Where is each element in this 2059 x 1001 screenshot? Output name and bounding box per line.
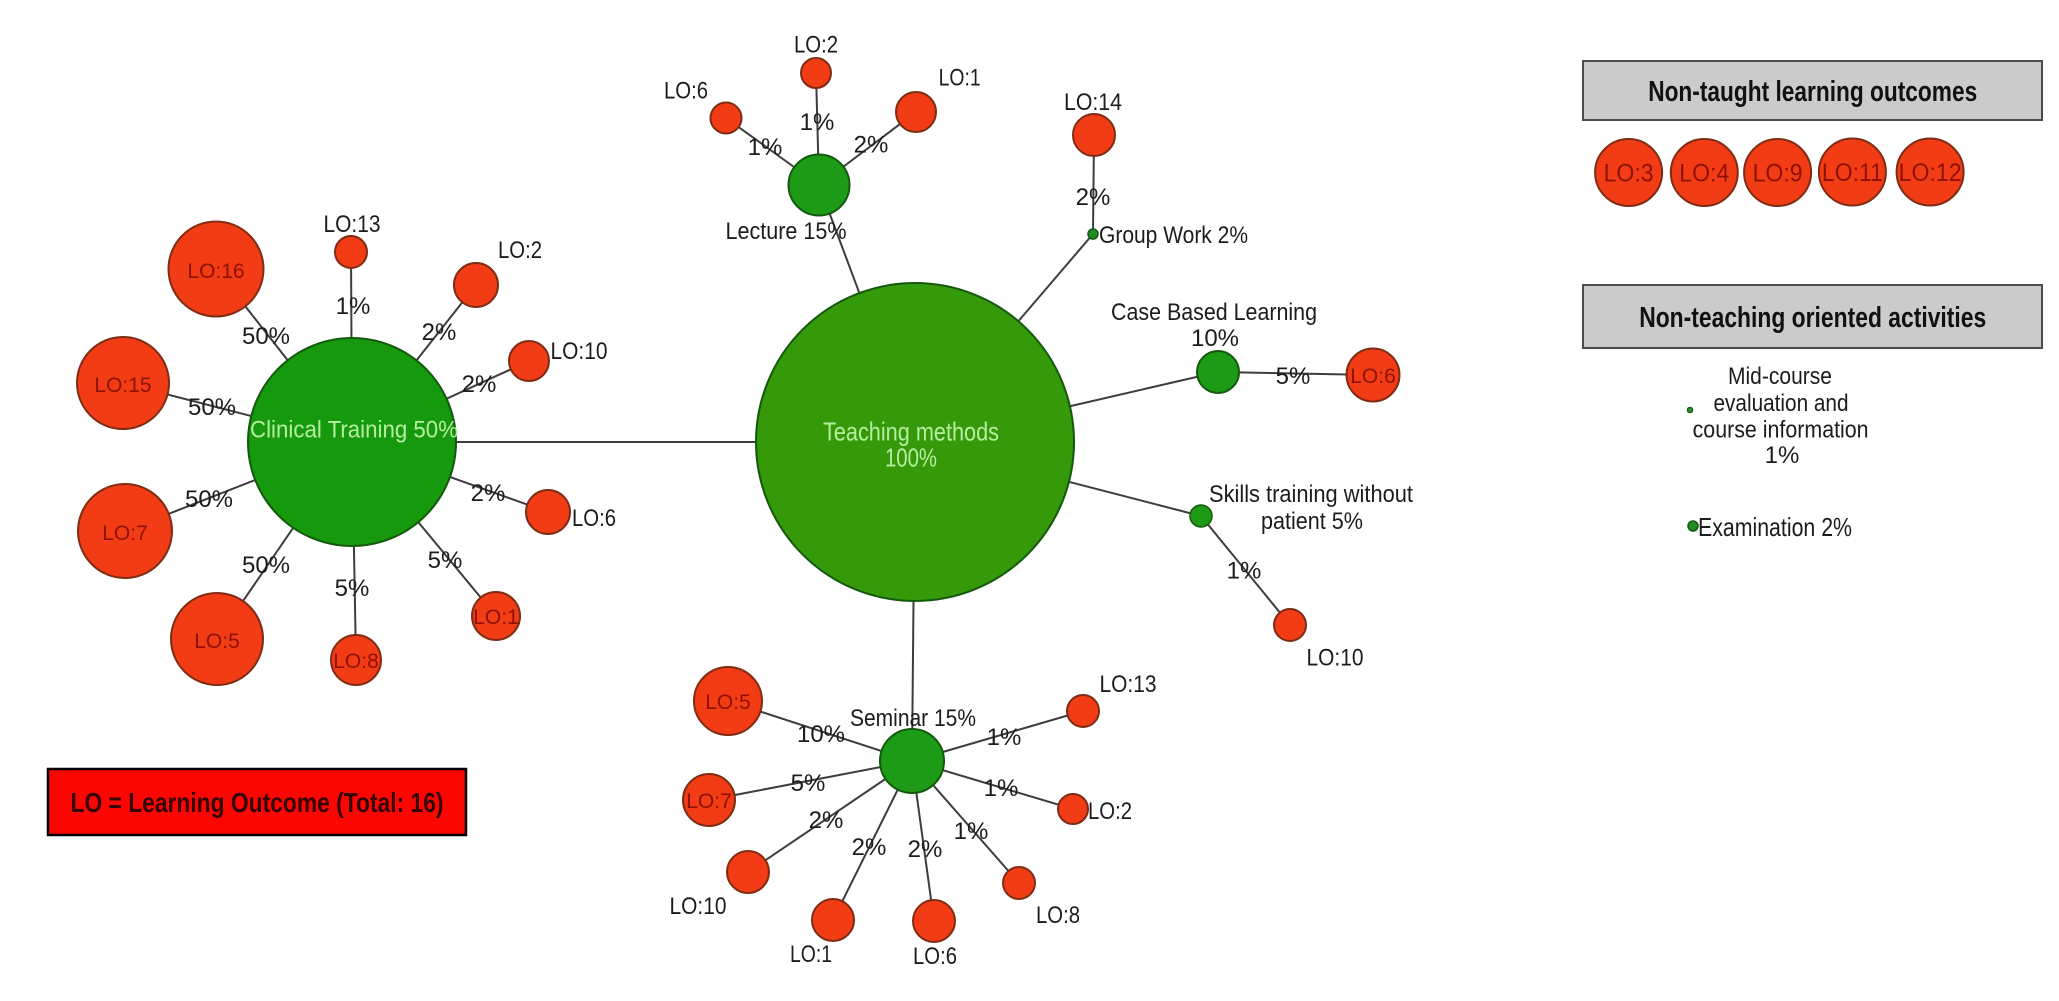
svg-text:LO:1: LO:1 xyxy=(790,941,832,968)
svg-text:LO:8: LO:8 xyxy=(333,650,379,673)
svg-text:LO:7: LO:7 xyxy=(686,790,732,813)
svg-text:LO:12: LO:12 xyxy=(1899,159,1962,187)
svg-text:Non-teaching oriented activiti: Non-teaching oriented activities xyxy=(1639,302,1986,334)
svg-text:LO:2: LO:2 xyxy=(498,237,542,264)
svg-text:1%: 1% xyxy=(336,293,371,320)
svg-text:1%: 1% xyxy=(800,109,835,136)
svg-text:evaluation and: evaluation and xyxy=(1714,390,1849,417)
svg-text:2%: 2% xyxy=(422,319,457,346)
svg-text:5%: 5% xyxy=(791,770,826,797)
svg-text:5%: 5% xyxy=(335,575,370,602)
svg-text:50%: 50% xyxy=(242,552,290,579)
svg-text:LO:8: LO:8 xyxy=(1036,902,1080,929)
svg-text:LO:7: LO:7 xyxy=(102,522,148,545)
svg-text:patient 5%: patient 5% xyxy=(1261,508,1363,535)
svg-text:Skills training without: Skills training without xyxy=(1209,481,1413,508)
svg-text:LO:10: LO:10 xyxy=(1307,645,1364,672)
svg-text:50%: 50% xyxy=(242,323,290,350)
svg-text:LO = Learning Outcome (Total:: LO = Learning Outcome (Total: 16) xyxy=(71,787,444,818)
svg-text:1%: 1% xyxy=(1227,558,1262,585)
svg-text:2%: 2% xyxy=(1076,184,1111,211)
svg-text:2%: 2% xyxy=(852,834,887,861)
svg-text:1%: 1% xyxy=(987,724,1022,751)
svg-text:LO:11: LO:11 xyxy=(1822,159,1883,187)
svg-text:LO:10: LO:10 xyxy=(551,338,608,365)
svg-text:Case Based Learning: Case Based Learning xyxy=(1111,299,1317,326)
svg-text:Seminar 15%: Seminar 15% xyxy=(850,705,976,732)
svg-text:50%: 50% xyxy=(185,486,233,513)
svg-text:100%: 100% xyxy=(885,443,937,473)
svg-text:LO:6: LO:6 xyxy=(664,78,708,105)
svg-text:LO:9: LO:9 xyxy=(1753,160,1803,188)
svg-text:Teaching methods: Teaching methods xyxy=(823,417,999,447)
svg-text:LO:2: LO:2 xyxy=(1088,798,1132,825)
svg-text:LO:4: LO:4 xyxy=(1679,160,1729,188)
svg-text:2%: 2% xyxy=(854,132,889,159)
svg-text:LO:1: LO:1 xyxy=(939,64,981,91)
svg-text:Mid-course: Mid-course xyxy=(1728,363,1832,390)
svg-text:10%: 10% xyxy=(1191,325,1239,352)
svg-text:LO:14: LO:14 xyxy=(1064,89,1122,116)
svg-text:LO:16: LO:16 xyxy=(187,260,244,283)
svg-text:LO:10: LO:10 xyxy=(670,893,727,920)
svg-text:LO:5: LO:5 xyxy=(705,691,751,714)
svg-text:5%: 5% xyxy=(1276,363,1311,390)
svg-text:10%: 10% xyxy=(797,721,845,748)
svg-text:2%: 2% xyxy=(809,807,844,834)
svg-text:LO:13: LO:13 xyxy=(324,211,381,238)
svg-text:LO:2: LO:2 xyxy=(794,32,838,59)
svg-text:LO:15: LO:15 xyxy=(94,374,151,397)
svg-text:course information: course information xyxy=(1693,417,1869,444)
svg-text:2%: 2% xyxy=(462,371,497,398)
svg-text:Non-taught learning outcomes: Non-taught learning outcomes xyxy=(1648,76,1977,108)
svg-text:2%: 2% xyxy=(908,836,943,863)
svg-text:Examination 2%: Examination 2% xyxy=(1698,512,1852,542)
svg-text:Group Work 2%: Group Work 2% xyxy=(1099,222,1248,249)
svg-text:LO:6: LO:6 xyxy=(913,943,957,970)
svg-text:1%: 1% xyxy=(984,775,1019,802)
svg-text:LO:5: LO:5 xyxy=(194,630,240,653)
svg-text:2%: 2% xyxy=(471,480,506,507)
svg-text:1%: 1% xyxy=(748,134,783,161)
svg-text:LO:1: LO:1 xyxy=(473,606,519,629)
svg-text:LO:6: LO:6 xyxy=(1350,365,1396,388)
svg-text:50%: 50% xyxy=(188,394,236,421)
svg-text:LO:6: LO:6 xyxy=(572,505,616,532)
svg-text:LO:13: LO:13 xyxy=(1100,671,1157,698)
svg-text:5%: 5% xyxy=(428,547,463,574)
svg-text:Clinical Training 50%: Clinical Training 50% xyxy=(250,417,458,444)
svg-text:1%: 1% xyxy=(954,818,989,845)
svg-text:1%: 1% xyxy=(1765,442,1800,469)
svg-text:LO:3: LO:3 xyxy=(1604,160,1654,188)
svg-text:Lecture 15%: Lecture 15% xyxy=(726,218,847,245)
